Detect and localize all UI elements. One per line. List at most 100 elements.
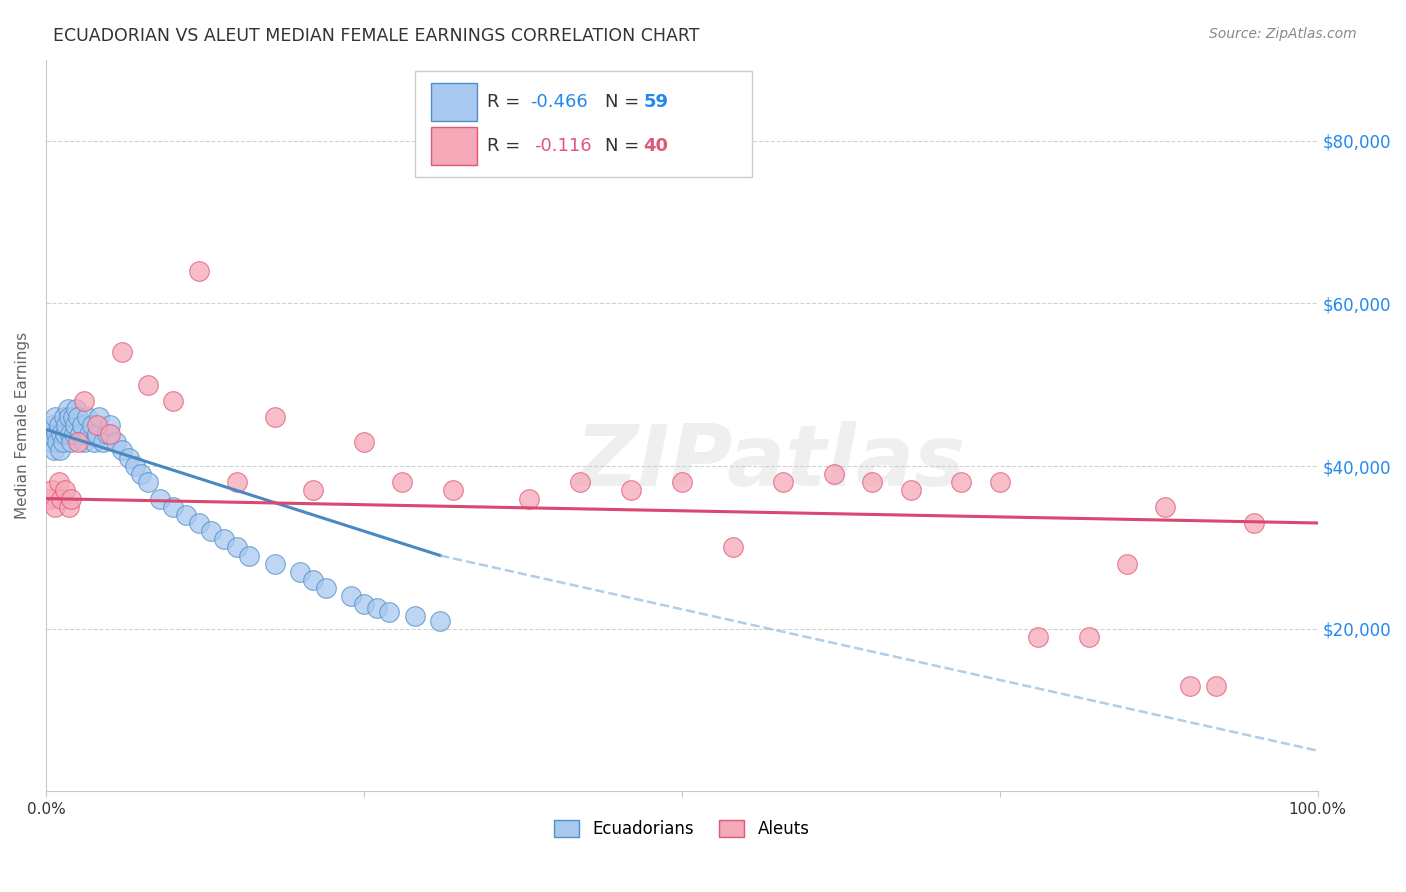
Point (353, 434, 375, 449)
Point (51, 491, 73, 506)
Point (63, 426, 86, 441)
Point (41, 483, 63, 498)
Point (131, 467, 153, 482)
Point (83, 434, 105, 449)
Point (1115, 557, 1137, 571)
Point (1205, 679, 1227, 693)
Point (225, 475, 247, 490)
Point (70, 418, 93, 433)
Point (302, 573, 325, 587)
Point (56, 402, 79, 417)
Point (187, 516, 209, 530)
Point (1180, 679, 1202, 693)
Text: -0.116: -0.116 (534, 137, 592, 155)
Text: 59: 59 (644, 93, 669, 111)
Point (38, 426, 60, 441)
Point (174, 508, 197, 522)
Point (69, 426, 91, 441)
Point (86, 418, 108, 433)
FancyBboxPatch shape (432, 127, 477, 165)
Point (988, 475, 1011, 490)
Point (65, 402, 87, 417)
Point (441, 483, 464, 498)
Point (225, 541, 247, 555)
Point (58, 500, 80, 514)
Point (98, 426, 121, 441)
Point (104, 434, 127, 449)
Point (823, 467, 845, 482)
Point (238, 549, 260, 563)
Text: N =: N = (606, 93, 645, 111)
Point (111, 345, 134, 359)
Point (41, 418, 63, 433)
Point (62, 410, 84, 425)
Point (73, 394, 96, 409)
FancyBboxPatch shape (432, 83, 477, 121)
Point (162, 500, 184, 514)
Legend: Ecuadorians, Aleuts: Ecuadorians, Aleuts (547, 814, 815, 845)
Point (340, 589, 363, 603)
Point (162, 394, 184, 409)
Point (48, 418, 70, 433)
Point (862, 475, 884, 490)
Point (77, 426, 100, 441)
Point (48, 475, 70, 490)
Point (302, 483, 325, 498)
Point (91, 434, 114, 449)
Point (76, 410, 98, 425)
Point (569, 475, 592, 490)
Point (60, 491, 83, 506)
Point (44, 500, 66, 514)
Point (59, 426, 82, 441)
Point (1154, 500, 1177, 514)
Point (124, 459, 146, 474)
Point (1243, 516, 1265, 530)
Point (378, 606, 401, 620)
Point (136, 475, 159, 490)
Point (900, 483, 922, 498)
Point (315, 581, 337, 595)
Point (950, 475, 973, 490)
Point (517, 491, 540, 506)
Point (39, 434, 62, 449)
Point (721, 541, 744, 555)
Point (111, 442, 134, 457)
Point (55, 418, 77, 433)
Point (212, 533, 235, 547)
Point (51, 426, 73, 441)
Text: 40: 40 (644, 137, 669, 155)
Point (290, 565, 312, 579)
FancyBboxPatch shape (415, 70, 752, 177)
Point (86, 426, 108, 441)
Text: ZIPatlas: ZIPatlas (575, 420, 966, 503)
Point (149, 491, 172, 506)
Point (772, 475, 794, 490)
Point (263, 410, 285, 425)
Point (44, 410, 66, 425)
Point (60, 434, 83, 449)
Point (51, 434, 73, 449)
Point (52, 410, 75, 425)
Point (63, 418, 86, 433)
Text: ECUADORIAN VS ALEUT MEDIAN FEMALE EARNINGS CORRELATION CHART: ECUADORIAN VS ALEUT MEDIAN FEMALE EARNIN… (53, 27, 700, 45)
Y-axis label: Median Female Earnings: Median Female Earnings (15, 332, 30, 519)
Point (38, 491, 60, 506)
Text: N =: N = (606, 137, 645, 155)
Point (136, 377, 159, 392)
Point (42, 442, 65, 457)
Point (1026, 630, 1049, 644)
Point (391, 475, 413, 490)
Point (671, 475, 693, 490)
Point (404, 609, 426, 624)
Point (429, 614, 451, 628)
Point (53, 483, 76, 498)
Point (187, 264, 209, 278)
Text: -0.466: -0.466 (530, 93, 588, 111)
Point (96, 426, 118, 441)
Point (58, 410, 80, 425)
Point (49, 442, 72, 457)
Point (117, 450, 139, 465)
Text: R =: R = (488, 93, 526, 111)
Point (89, 410, 111, 425)
Point (80, 418, 103, 433)
